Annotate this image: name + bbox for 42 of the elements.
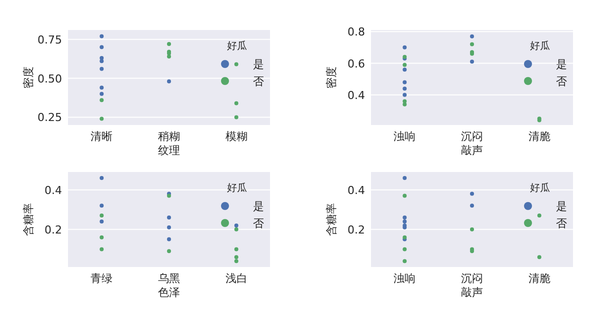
- x-tick-label: 沉闷: [461, 272, 483, 285]
- x-tick-label: 模糊: [225, 130, 248, 143]
- x-tick-label: 稍糊: [158, 130, 180, 143]
- legend-label: 是: [253, 200, 264, 213]
- y-axis-title: 密度: [22, 66, 35, 88]
- x-axis-title: 敲声: [461, 286, 483, 299]
- legend-label: 否: [253, 217, 264, 230]
- y-axis-title: 含糖率: [325, 203, 338, 236]
- y-tick-label: 0.8: [348, 26, 365, 39]
- x-axis-title: 色泽: [158, 286, 180, 299]
- y-axis-title: 密度: [325, 66, 338, 88]
- y-tick-label: 0.4: [44, 184, 62, 197]
- y-tick-label: 0.6: [348, 57, 365, 70]
- x-tick-label: 浊响: [394, 130, 416, 143]
- legend-title: 好瓜: [227, 40, 247, 52]
- x-tick-label: 浊响: [394, 272, 416, 285]
- y-tick-label: 0.50: [38, 72, 62, 86]
- legend-label: 否: [556, 75, 567, 88]
- x-tick-label: 浅白: [225, 272, 248, 285]
- legend-title: 好瓜: [530, 40, 550, 52]
- x-tick-label: 清晰: [90, 130, 113, 143]
- x-tick-label: 清脆: [528, 272, 550, 285]
- x-tick-label: 清脆: [528, 130, 550, 143]
- legend-label: 是: [556, 200, 567, 213]
- x-tick-label: 青绿: [90, 272, 113, 285]
- y-tick-label: 0.2: [348, 223, 365, 236]
- legend-label: 否: [556, 217, 567, 230]
- legend-label: 是: [556, 58, 567, 71]
- legend-title: 好瓜: [530, 182, 550, 194]
- y-tick-label: 0.25: [38, 111, 62, 124]
- legend-label: 是: [253, 58, 264, 71]
- legend-label: 否: [253, 75, 264, 88]
- y-tick-label: 0.4: [348, 88, 365, 102]
- y-tick-label: 0.4: [348, 184, 365, 197]
- y-tick-label: 0.75: [38, 33, 62, 46]
- legend-title: 好瓜: [227, 182, 247, 194]
- x-axis-title: 纹理: [158, 144, 180, 157]
- x-tick-label: 沉闷: [461, 130, 483, 143]
- y-tick-label: 0.2: [44, 223, 62, 236]
- y-axis-title: 含糖率: [22, 203, 35, 236]
- x-axis-title: 敲声: [461, 144, 483, 157]
- x-tick-label: 乌黑: [158, 272, 180, 285]
